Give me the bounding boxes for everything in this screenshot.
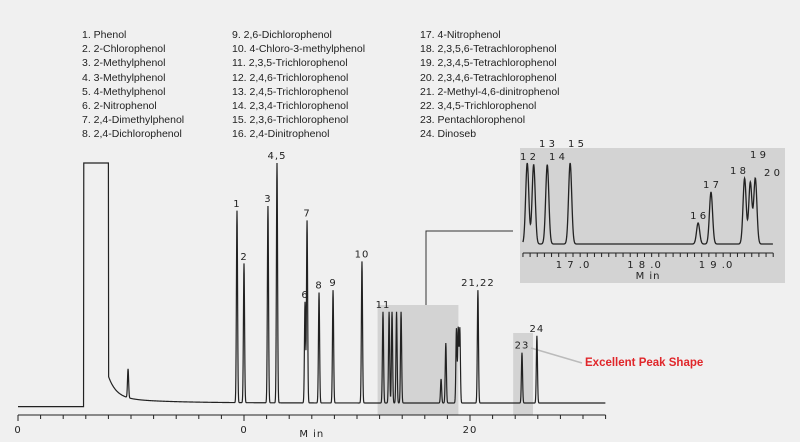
legend-item: 23. Pentachlorophenol bbox=[420, 114, 526, 127]
x-tick-label: 0 bbox=[14, 425, 21, 436]
inset-peak-label: 1 5 bbox=[568, 139, 584, 150]
annotation-excellent-peak-shape: Excellent Peak Shape bbox=[585, 357, 704, 369]
inset-peak-label: 1 3 bbox=[539, 139, 555, 150]
inset-x-axis-label: M in bbox=[636, 271, 661, 282]
legend-item: 12. 2,4,6-Trichlorophenol bbox=[232, 71, 349, 84]
annotation-pointer-line bbox=[530, 347, 583, 364]
legend-item: 10. 4-Chloro-3-methylphenol bbox=[232, 43, 366, 56]
inset-x-tick-label: 1 7 .0 bbox=[556, 260, 591, 271]
inset-peak-label: 1 4 bbox=[549, 152, 565, 163]
inset-peak-label: 1 8 bbox=[730, 166, 746, 177]
inset-x-tick-label: 1 8 .0 bbox=[627, 260, 662, 271]
peak-label: 8 bbox=[315, 281, 322, 292]
legend-column-2: 9. 2,6-Dichlorophenol 10. 4-Chloro-3-meth… bbox=[232, 28, 365, 142]
legend-item: 3. 2-Methylphenol bbox=[82, 57, 166, 70]
legend-item: 4. 3-Methylphenol bbox=[82, 71, 166, 84]
peak-label: 10 bbox=[355, 249, 370, 260]
legend-item: 19. 2,3,4,5-Tetrachlorophenol bbox=[420, 57, 557, 70]
peak-label: 1 bbox=[233, 199, 240, 210]
legend-item: 16. 2,4-Dinitrophenol bbox=[232, 128, 330, 141]
legend-item: 24. Dinoseb bbox=[420, 128, 477, 141]
legend-item: 11. 2,3,5-Trichlorophenol bbox=[232, 57, 348, 70]
inset-leader-line bbox=[425, 230, 513, 305]
peak-label: 24 bbox=[530, 324, 545, 335]
legend-item: 17. 4-Nitrophenol bbox=[420, 29, 501, 41]
main-trace bbox=[18, 162, 606, 408]
inset-x-tick-label: 1 9 .0 bbox=[699, 260, 734, 271]
legend-item: 2. 2-Chlorophenol bbox=[82, 43, 166, 56]
inset-peak-label: 2 0 bbox=[764, 168, 780, 179]
legend-item: 1. Phenol bbox=[82, 29, 127, 41]
legend-item: 9. 2,6-Dichlorophenol bbox=[232, 29, 332, 41]
inset-peak-label: 1 2 bbox=[520, 152, 536, 163]
x-tick-label: 20 bbox=[463, 425, 478, 436]
legend-column-3: 17. 4-Nitrophenol 18. 2,3,5,6-Tetrachloro… bbox=[420, 28, 560, 142]
legend-item: 6. 2-Nitrophenol bbox=[82, 100, 157, 113]
legend-item: 7. 2,4-Dimethylphenol bbox=[82, 114, 185, 127]
legend-item: 18. 2,3,5,6-Tetrachlorophenol bbox=[420, 43, 557, 56]
inset-peak-label: 1 7 bbox=[703, 180, 719, 191]
legend-item: 22. 3,4,5-Trichlorophenol bbox=[420, 100, 537, 113]
legend-item: 20. 2,3,4,6-Tetrachlorophenol bbox=[420, 71, 557, 84]
legend-column-1: 1. Phenol 2. 2-Chlorophenol 3. 2-Methylphe… bbox=[82, 28, 184, 142]
peak-label: 6 bbox=[301, 290, 308, 301]
inset-peak-label: 1 6 bbox=[690, 211, 706, 222]
legend-item: 14. 2,3,4-Trichlorophenol bbox=[232, 100, 349, 113]
peak-label: 11 bbox=[376, 300, 391, 311]
peak-label: 3 bbox=[264, 194, 271, 205]
peak-label: 9 bbox=[329, 278, 336, 289]
legend-item: 8. 2,4-Dichlorophenol bbox=[82, 128, 182, 141]
peak-label: 4,5 bbox=[268, 151, 287, 162]
inset-trace bbox=[522, 162, 773, 245]
peak-label: 21,22 bbox=[461, 278, 495, 289]
x-axis-label: M in bbox=[299, 429, 324, 440]
inset-background bbox=[520, 148, 785, 283]
legend-item: 13. 2,4,5-Trichlorophenol bbox=[232, 85, 349, 98]
legend-item: 21. 2-Methyl-4,6-dinitrophenol bbox=[420, 85, 560, 98]
x-tick-label: 0 bbox=[240, 425, 247, 436]
legend-item: 15. 2,3,6-Trichlorophenol bbox=[232, 114, 349, 127]
peak-label: 2 bbox=[240, 252, 247, 263]
inset-peak-label: 1 9 bbox=[750, 150, 766, 161]
peak-label: 23 bbox=[515, 341, 530, 352]
legend-item: 5. 4-Methylphenol bbox=[82, 85, 166, 98]
peak-label: 7 bbox=[303, 209, 310, 220]
